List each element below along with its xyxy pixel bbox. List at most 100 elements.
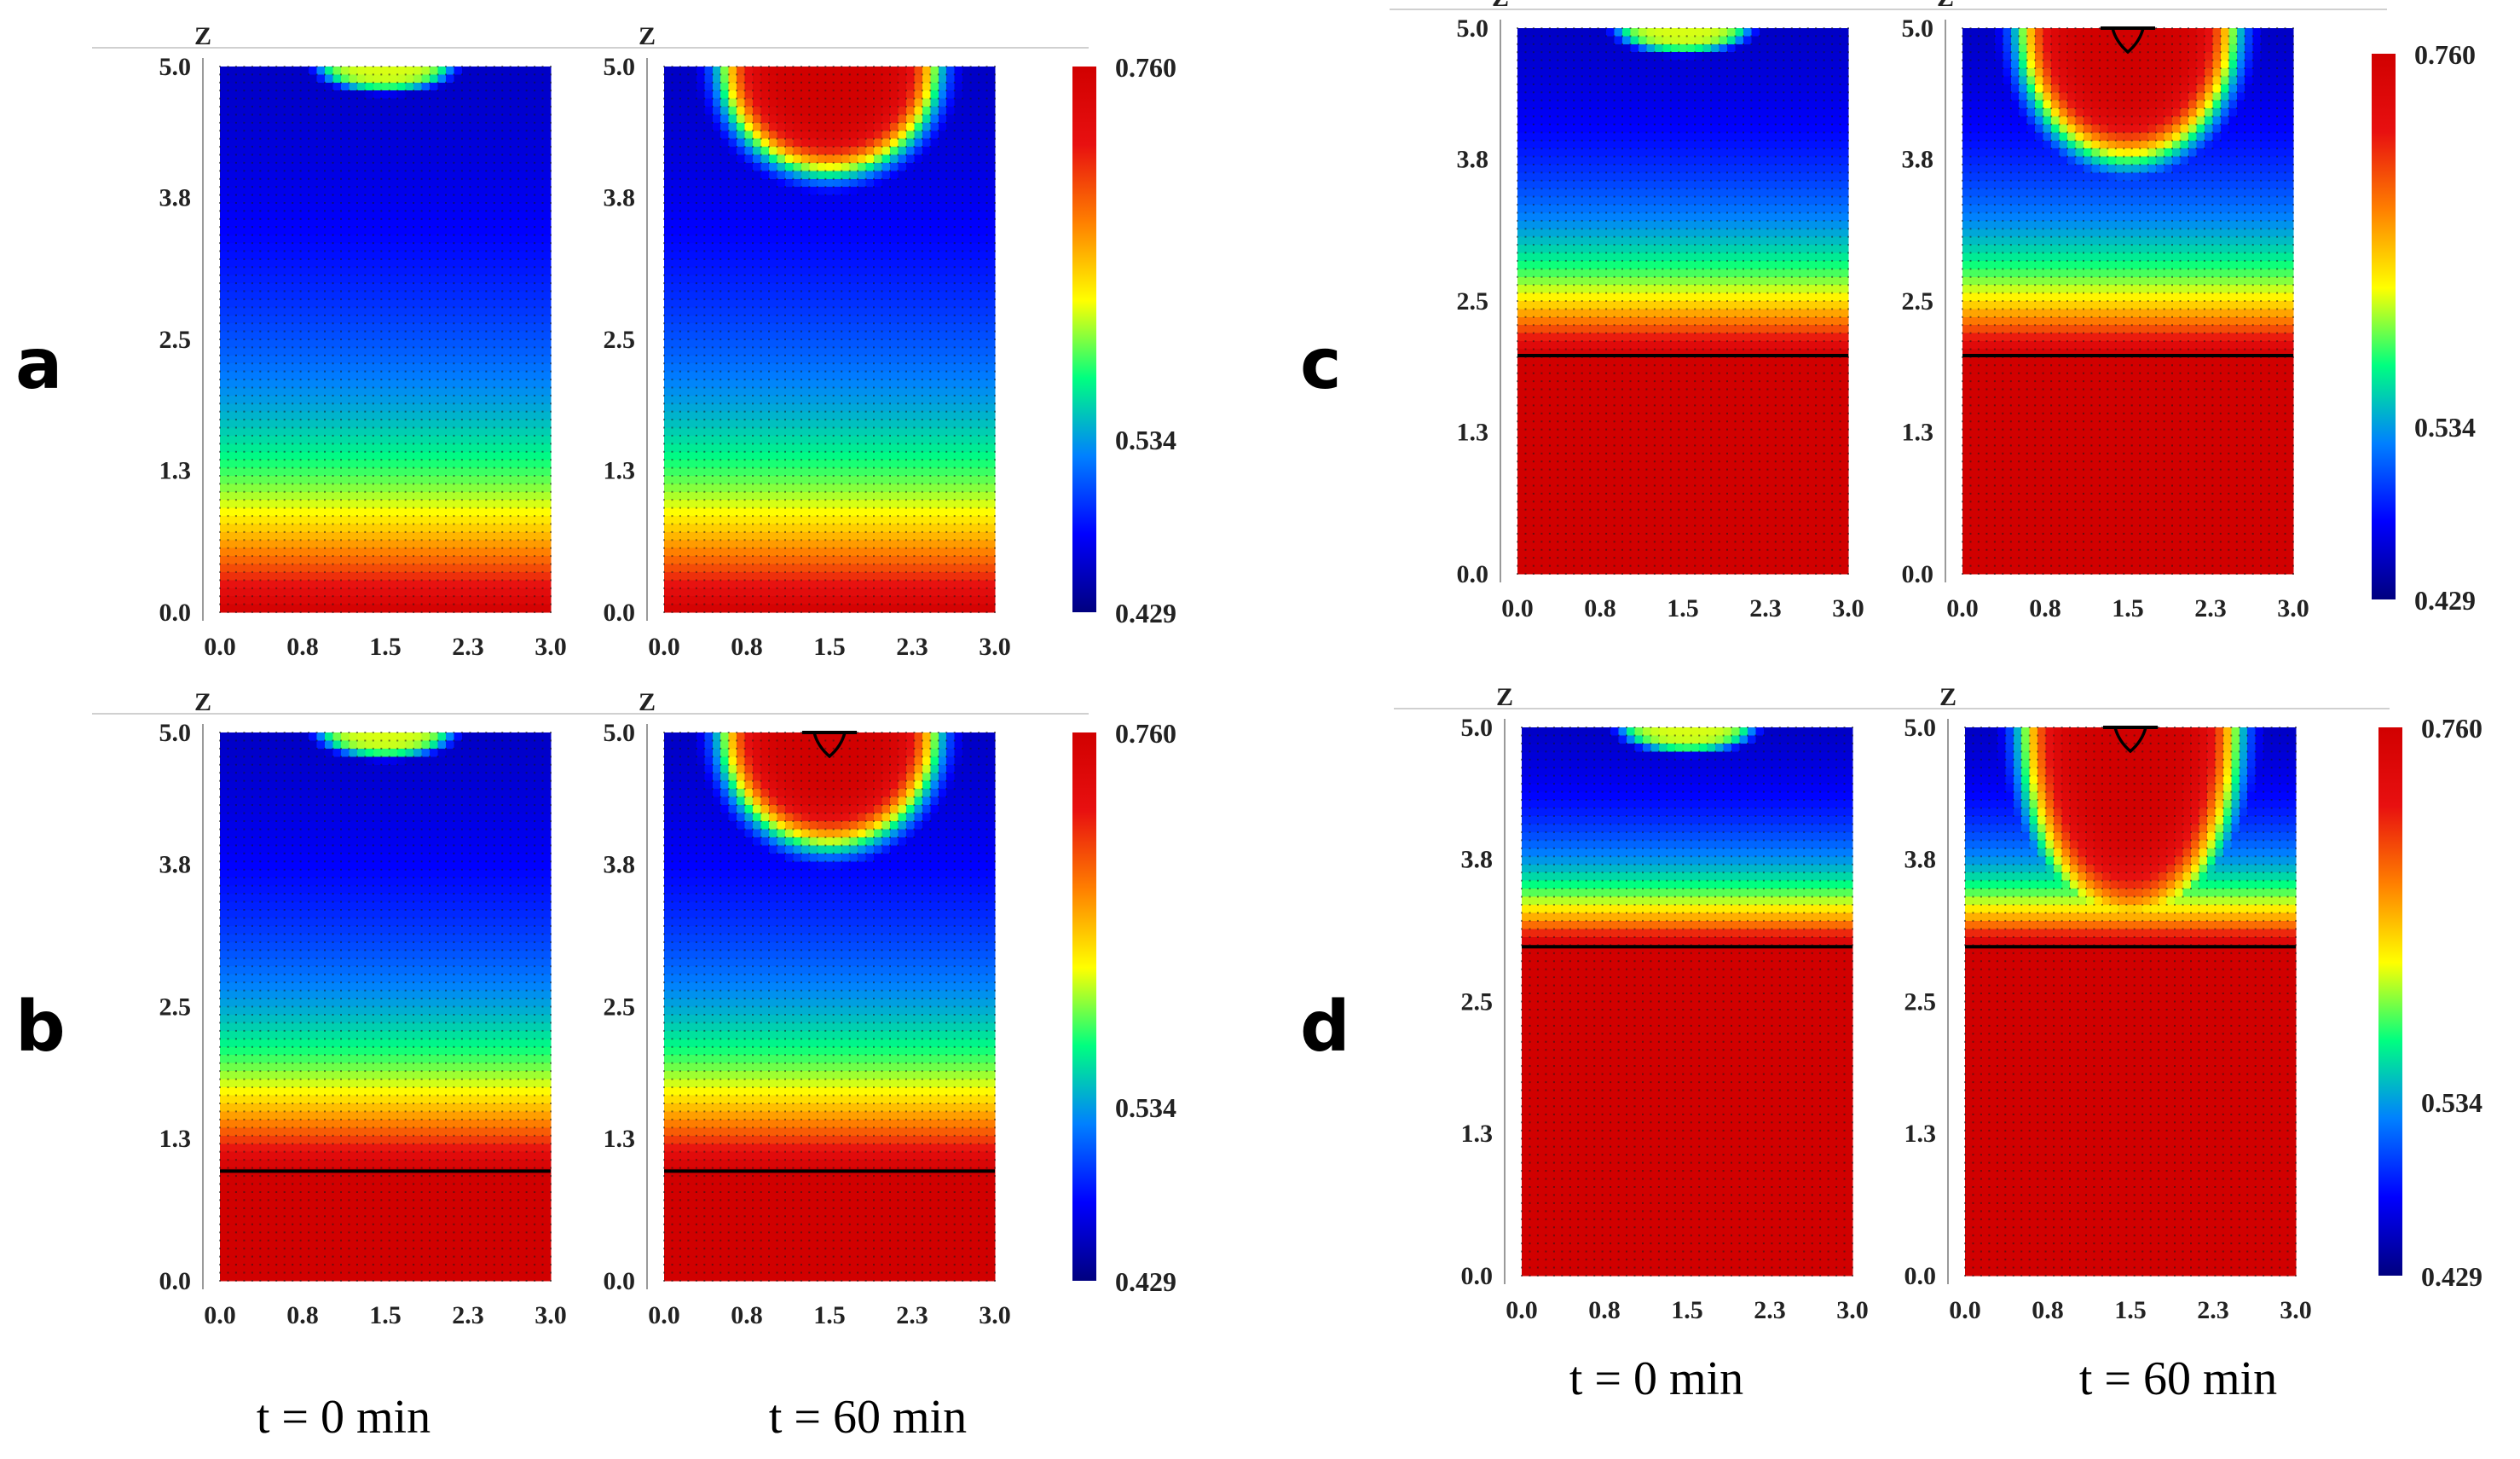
y-tick-label: 0.0 <box>159 599 192 627</box>
x-tick-label: 1.5 <box>1671 1296 1703 1324</box>
x-tick-label: 3.0 <box>2280 1296 2312 1324</box>
x-tick-label: 1.5 <box>369 633 402 661</box>
colorbar-tick: 0.429 <box>1115 1266 1176 1297</box>
y-tick-label: 1.3 <box>1902 419 1934 447</box>
z-axis-label: Z <box>1496 683 1513 711</box>
colorbar-tick: 0.760 <box>2414 39 2476 70</box>
y-tick-label: 5.0 <box>604 53 636 81</box>
y-tick-label: 0.0 <box>1457 560 1489 588</box>
y-tick-label: 3.8 <box>1902 146 1934 174</box>
x-tick-label: 2.3 <box>2197 1296 2229 1324</box>
x-tick-label: 3.0 <box>979 633 1011 661</box>
colorbar: 0.760 0.534 0.429 <box>1072 52 1176 628</box>
x-tick-label: 0.8 <box>2032 1296 2064 1324</box>
y-tick-label: 2.5 <box>1461 988 1494 1016</box>
y-tick-label: 2.5 <box>159 326 192 354</box>
panel-b-t0: Z 0.0 1.3 2.5 3.8 5.0 0.0 0.8 1.5 2.3 3.0 <box>92 688 644 1329</box>
y-tick-label: 3.8 <box>604 850 636 878</box>
y-tick-label: 0.0 <box>1902 560 1934 588</box>
y-tick-label: 0.0 <box>159 1267 192 1295</box>
y-tick-label: 3.8 <box>604 184 636 212</box>
colorbar-gradient <box>2372 54 2396 599</box>
colorbar-tick: 0.429 <box>1115 598 1176 628</box>
x-tick-label: 2.3 <box>2194 594 2227 622</box>
colorbar-tick: 0.534 <box>1115 425 1176 455</box>
colorbar-tick: 0.534 <box>2414 412 2476 443</box>
y-tick-label: 5.0 <box>1904 714 1937 742</box>
x-tick-label: 0.8 <box>1588 1296 1621 1324</box>
panels: Z 0.0 1.3 2.5 3.8 5.0 0.0 0.8 1.5 2.3 3.0 Z 0.0 1.3 2.… <box>92 0 2390 1329</box>
y-tick-label: 1.3 <box>159 1125 192 1153</box>
y-tick-label: 2.5 <box>604 326 636 354</box>
y-tick-label: 3.8 <box>1457 146 1489 174</box>
figure: Z 0.0 1.3 2.5 3.8 5.0 0.0 0.8 1.5 2.3 3.0 Z 0.0 1.3 2.… <box>0 0 2520 1459</box>
colorbar-tick: 0.760 <box>2421 713 2482 744</box>
y-tick-label: 1.3 <box>604 457 636 485</box>
y-tick-label: 0.0 <box>1904 1262 1937 1290</box>
y-tick-label: 5.0 <box>159 719 192 747</box>
x-tick-label: 3.0 <box>535 633 567 661</box>
x-tick-label: 1.5 <box>1667 594 1699 622</box>
y-tick-label: 5.0 <box>1461 714 1494 742</box>
x-tick-label: 0.0 <box>648 633 680 661</box>
x-tick-label: 0.0 <box>204 633 236 661</box>
x-tick-label: 1.5 <box>813 1301 846 1329</box>
y-tick-label: 3.8 <box>159 850 192 878</box>
y-tick-label: 2.5 <box>604 993 636 1022</box>
panel-letter-d: d <box>1300 987 1350 1068</box>
colorbar: 0.760 0.534 0.429 <box>2372 39 2476 616</box>
y-tick-label: 2.5 <box>159 993 192 1022</box>
colorbar-gradient <box>1072 67 1096 612</box>
y-tick-label: 1.3 <box>1904 1120 1937 1148</box>
x-tick-label: 0.8 <box>286 1301 319 1329</box>
colorbar-tick: 0.760 <box>1115 52 1176 83</box>
colorbar: 0.760 0.534 0.429 <box>2378 713 2482 1292</box>
y-tick-label: 5.0 <box>1902 14 1934 43</box>
panel-c-t60: Z0.01.32.53.85.00.00.81.52.33.0 <box>1835 0 2387 622</box>
panel-a-t0: Z0.01.32.53.85.00.0 0.8 1.5 2.3 3.0 <box>92 22 644 661</box>
colorbar-tick: 0.534 <box>2421 1087 2482 1118</box>
y-tick-label: 3.8 <box>1461 845 1494 873</box>
x-tick-label: 0.0 <box>1949 1296 1981 1324</box>
y-tick-label: 2.5 <box>1904 988 1937 1016</box>
z-axis-label: Z <box>194 688 211 716</box>
x-tick-label: 0.0 <box>1506 1296 1538 1324</box>
x-tick-label: 0.8 <box>731 633 763 661</box>
panel-letter-a: a <box>15 324 62 405</box>
panel-a-t60: Z0.01.32.53.85.00.0 0.8 1.5 2.3 3.0 <box>536 22 1089 661</box>
x-tick-label: 0.8 <box>731 1301 763 1329</box>
x-tick-label: 0.8 <box>2029 594 2061 622</box>
y-tick-label: 1.3 <box>159 457 192 485</box>
colorbar-gradient <box>2378 727 2402 1276</box>
x-tick-label: 2.3 <box>1754 1296 1786 1324</box>
x-tick-label: 3.0 <box>1836 1296 1869 1324</box>
time-label-left-t60: t = 60 min <box>769 1391 967 1444</box>
y-tick-label: 1.3 <box>604 1125 636 1153</box>
y-tick-label: 5.0 <box>1457 14 1489 43</box>
time-label-right-t60: t = 60 min <box>2079 1352 2277 1405</box>
x-tick-label: 1.5 <box>369 1301 402 1329</box>
x-tick-label: 2.3 <box>1749 594 1782 622</box>
x-tick-label: 2.3 <box>452 633 484 661</box>
colorbar-tick: 0.429 <box>2421 1261 2482 1292</box>
x-tick-label: 2.3 <box>452 1301 484 1329</box>
panel-b-t60: Z0.01.32.53.85.00.0 0.8 1.5 2.3 3.0 <box>536 688 1089 1329</box>
y-tick-label: 0.0 <box>604 599 636 627</box>
y-tick-label: 0.0 <box>604 1267 636 1295</box>
y-tick-label: 3.8 <box>1904 845 1937 873</box>
z-axis-label: Z <box>1937 0 1954 12</box>
x-tick-label: 1.5 <box>2112 594 2144 622</box>
time-label-left-t0: t = 0 min <box>257 1391 431 1444</box>
x-tick-label: 3.0 <box>535 1301 567 1329</box>
x-tick-label: 0.8 <box>286 633 319 661</box>
x-tick-label: 3.0 <box>979 1301 1011 1329</box>
colorbar-gradient <box>1072 732 1096 1281</box>
z-axis-label: Z <box>1492 0 1509 12</box>
z-axis-label: Z <box>1939 683 1956 711</box>
y-tick-label: 5.0 <box>604 719 636 747</box>
x-tick-label: 3.0 <box>1832 594 1864 622</box>
x-tick-label: 2.3 <box>896 633 928 661</box>
panel-letter-b: b <box>15 987 66 1068</box>
colorbar-tick: 0.429 <box>2414 585 2476 616</box>
